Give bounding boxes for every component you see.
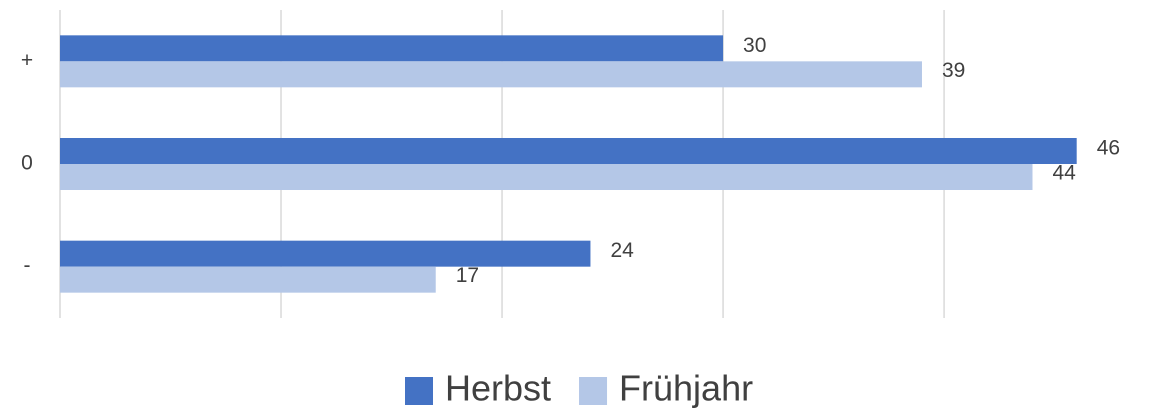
data-label: 24	[610, 239, 634, 262]
legend-swatch	[579, 377, 608, 405]
y-tick-label: -	[24, 254, 31, 277]
y-tick-label: +	[21, 49, 33, 72]
legend-label: Herbst	[445, 368, 551, 409]
legend-label: Frühjahr	[619, 368, 753, 409]
legend-swatch	[405, 377, 433, 405]
bar	[60, 138, 1077, 164]
data-label: 44	[1052, 162, 1076, 185]
data-label: 39	[942, 59, 965, 82]
data-label: 46	[1097, 137, 1120, 160]
bar	[60, 164, 1033, 190]
data-label: 17	[456, 264, 479, 287]
bar	[60, 240, 591, 267]
bar	[60, 266, 436, 293]
bar	[60, 61, 922, 88]
bar	[60, 35, 724, 62]
y-tick-label: 0	[21, 152, 33, 175]
data-label: 30	[743, 34, 766, 57]
